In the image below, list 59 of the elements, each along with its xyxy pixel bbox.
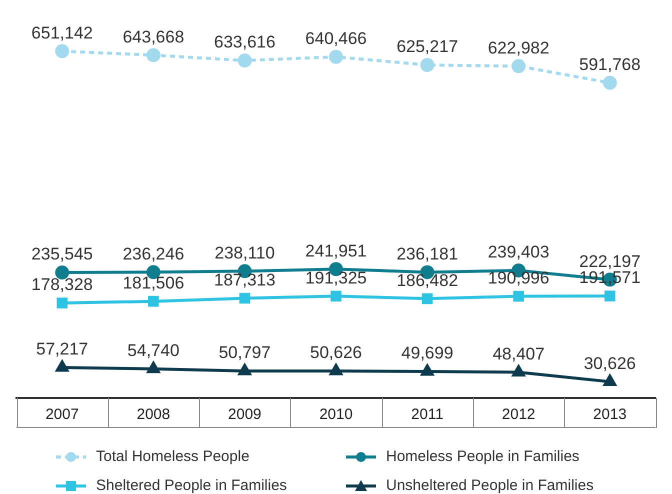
legend-label: Total Homeless People	[96, 448, 250, 465]
data-label: 622,982	[488, 38, 550, 58]
point	[238, 54, 252, 68]
legend-label: Sheltered People in Families	[96, 477, 287, 494]
data-label: 191,325	[305, 268, 367, 288]
point	[422, 293, 433, 304]
x-tick-label: 2009	[228, 406, 262, 424]
point	[330, 364, 342, 376]
point	[148, 296, 159, 307]
point	[420, 58, 434, 72]
data-label: 239,403	[488, 242, 550, 262]
point	[56, 360, 68, 372]
data-label: 181,506	[122, 274, 184, 293]
point	[512, 59, 526, 74]
point	[146, 48, 160, 62]
data-label: 235,545	[31, 244, 93, 264]
point	[330, 290, 342, 302]
x-tick-label: 2013	[593, 406, 627, 424]
data-label: 640,466	[305, 29, 367, 48]
data-label: 643,668	[122, 27, 184, 46]
data-label: 187,313	[214, 270, 276, 290]
x-tick-label: 2011	[411, 406, 444, 424]
data-label: 625,217	[396, 37, 458, 56]
point	[329, 50, 343, 64]
legend-label: Homeless People in Families	[386, 448, 580, 465]
x-tick-label: 2012	[502, 406, 536, 424]
point	[604, 290, 616, 302]
point	[602, 76, 617, 90]
x-tick-label: 2008	[136, 406, 170, 424]
point	[421, 364, 434, 376]
data-label: 48,407	[492, 344, 545, 364]
legend-label: Unsheltered People in Families	[386, 477, 594, 494]
data-label: 236,246	[122, 244, 184, 264]
data-label: 30,626	[584, 354, 636, 373]
data-label: 49,699	[401, 344, 454, 363]
data-label: 186,482	[396, 270, 458, 290]
data-label: 50,797	[218, 343, 271, 362]
x-tick-label: 2010	[319, 406, 353, 424]
point	[513, 290, 524, 302]
data-label: 190,996	[488, 268, 550, 288]
data-label: 238,110	[214, 243, 275, 262]
point	[512, 365, 525, 376]
data-label: 178,328	[31, 275, 93, 294]
data-label: 54,740	[127, 341, 180, 360]
data-label: 50,626	[310, 343, 362, 362]
data-label: 57,217	[36, 340, 88, 359]
data-label: 633,616	[214, 32, 276, 52]
point	[56, 298, 68, 308]
point	[147, 362, 160, 374]
data-label: 591,768	[579, 54, 641, 74]
point	[239, 292, 250, 304]
x-tick-label: 2007	[45, 406, 79, 424]
point	[238, 364, 251, 376]
point	[604, 374, 616, 386]
data-label: 241,951	[305, 241, 367, 260]
point	[55, 44, 70, 58]
data-label: 236,181	[396, 244, 458, 264]
data-label: 222,197	[579, 252, 641, 271]
data-label: 651,142	[31, 23, 93, 42]
